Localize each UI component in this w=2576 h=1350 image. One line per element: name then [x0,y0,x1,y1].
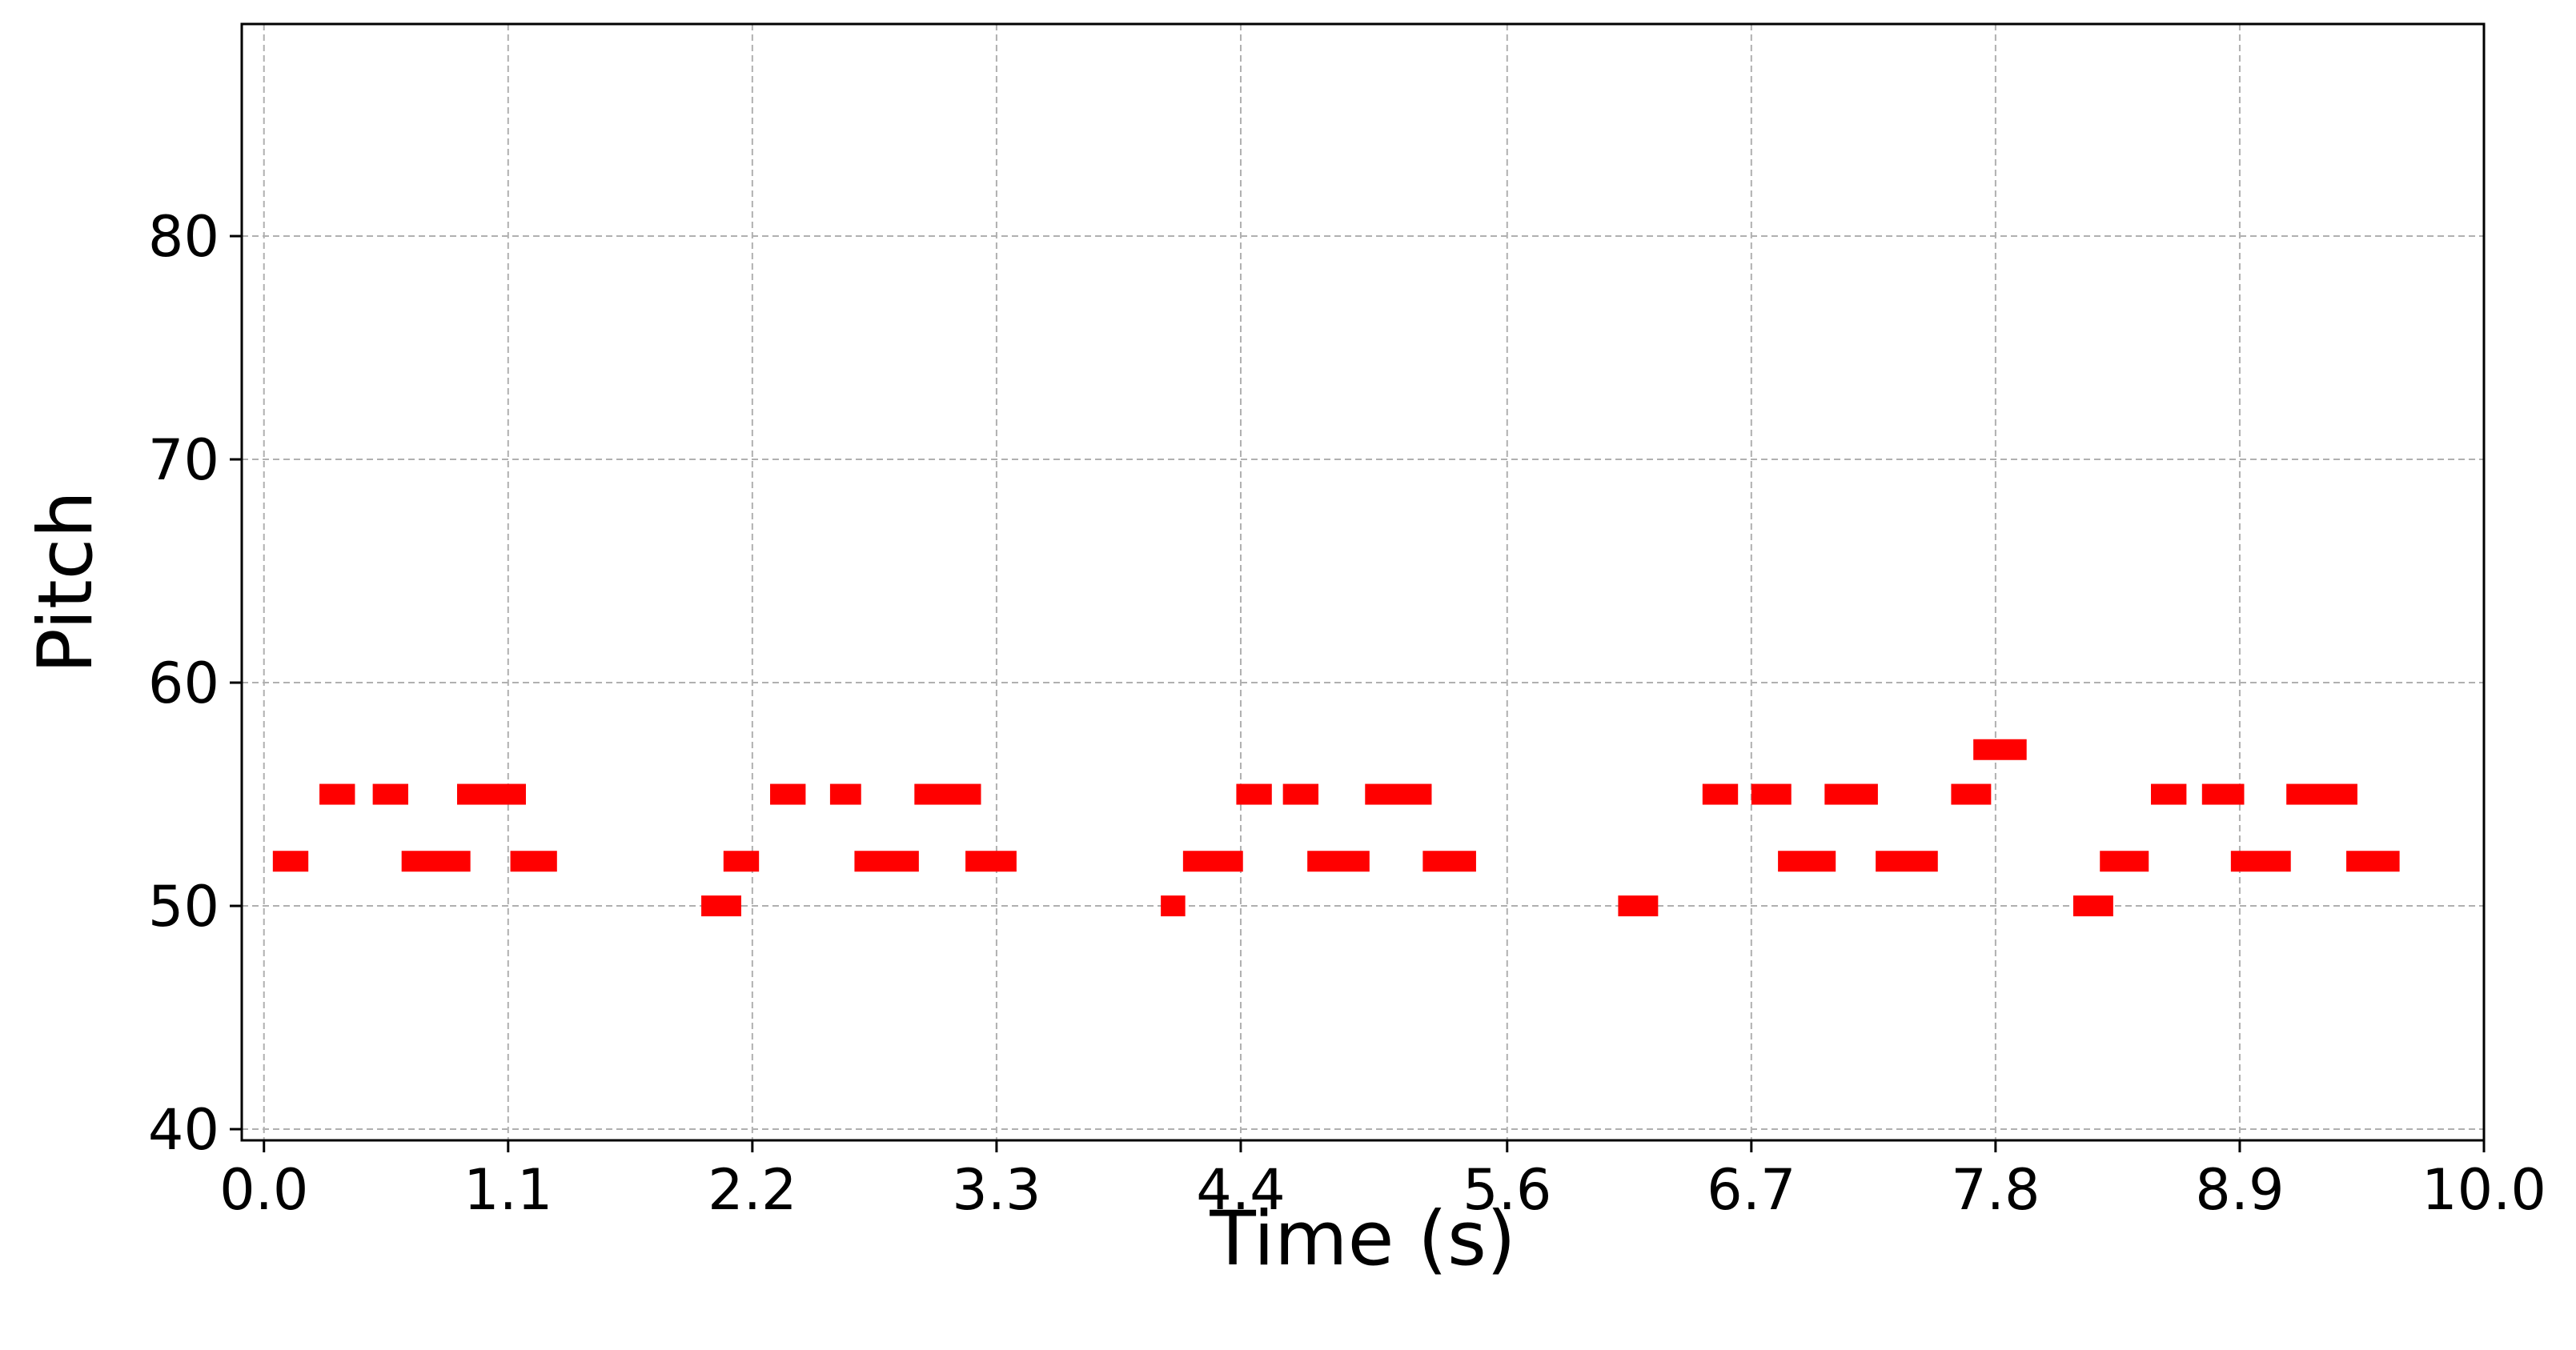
x-tick-label: 4.4 [1196,1157,1285,1223]
note-bar [2346,851,2400,872]
note-bar [401,851,471,872]
x-tick-label: 5.6 [1463,1157,1551,1223]
note-bar [701,895,741,917]
note-bar [1365,783,1432,805]
note-bar [510,851,557,872]
y-tick-label: 40 [148,1097,219,1163]
note-bar [1702,783,1739,805]
note-bar [829,783,861,805]
note-bar [2230,851,2291,872]
note-bar [2286,783,2357,805]
x-tick-label: 6.7 [1707,1157,1796,1223]
note-bar [1973,739,2027,760]
note-bar [914,783,981,805]
note-bar [1778,851,1836,872]
note-bar [1751,783,1792,805]
note-bar [1182,851,1243,872]
x-tick-label: 3.3 [952,1157,1041,1223]
x-tick-label: 7.8 [1951,1157,2040,1223]
note-bar [319,783,355,805]
y-axis-label: Pitch [22,491,110,674]
x-tick-label: 8.9 [2195,1157,2284,1223]
note-bar [1618,895,1659,917]
y-tick-label: 60 [148,651,219,716]
note-bar [1422,851,1476,872]
note-bar [2100,851,2149,872]
note-bar [1824,783,1878,805]
note-bar [1876,851,1938,872]
x-tick-label: 1.1 [463,1157,552,1223]
note-bar [272,851,309,872]
note-bar [854,851,919,872]
note-bar [1307,851,1370,872]
note-bar [2072,895,2113,917]
x-tick-label: 10.0 [2422,1157,2546,1223]
x-tick-label: 0.0 [219,1157,308,1223]
note-bar [2151,783,2187,805]
y-tick-label: 70 [148,427,219,493]
note-bar [2201,783,2245,805]
note-bar [1236,783,1272,805]
note-bar [457,783,526,805]
x-axis-label: Time (s) [1209,1196,1515,1283]
note-bar [1951,783,1992,805]
note-bar [1161,895,1186,917]
plot-frame [240,22,2486,1142]
note-bar [372,783,408,805]
x-tick-label: 2.2 [708,1157,796,1223]
note-bars [272,739,2400,917]
note-bar [965,851,1017,872]
note-bar [1282,783,1319,805]
axis-ticks: 0.0 1.1 2.2 3.3 4.4 5.6 6.7 7.8 8.9 10.0 40 50 60 70 8… [148,204,2546,1223]
note-bar [723,851,760,872]
note-bar [770,783,806,805]
y-tick-label: 80 [148,204,219,270]
y-tick-label: 50 [148,874,219,939]
